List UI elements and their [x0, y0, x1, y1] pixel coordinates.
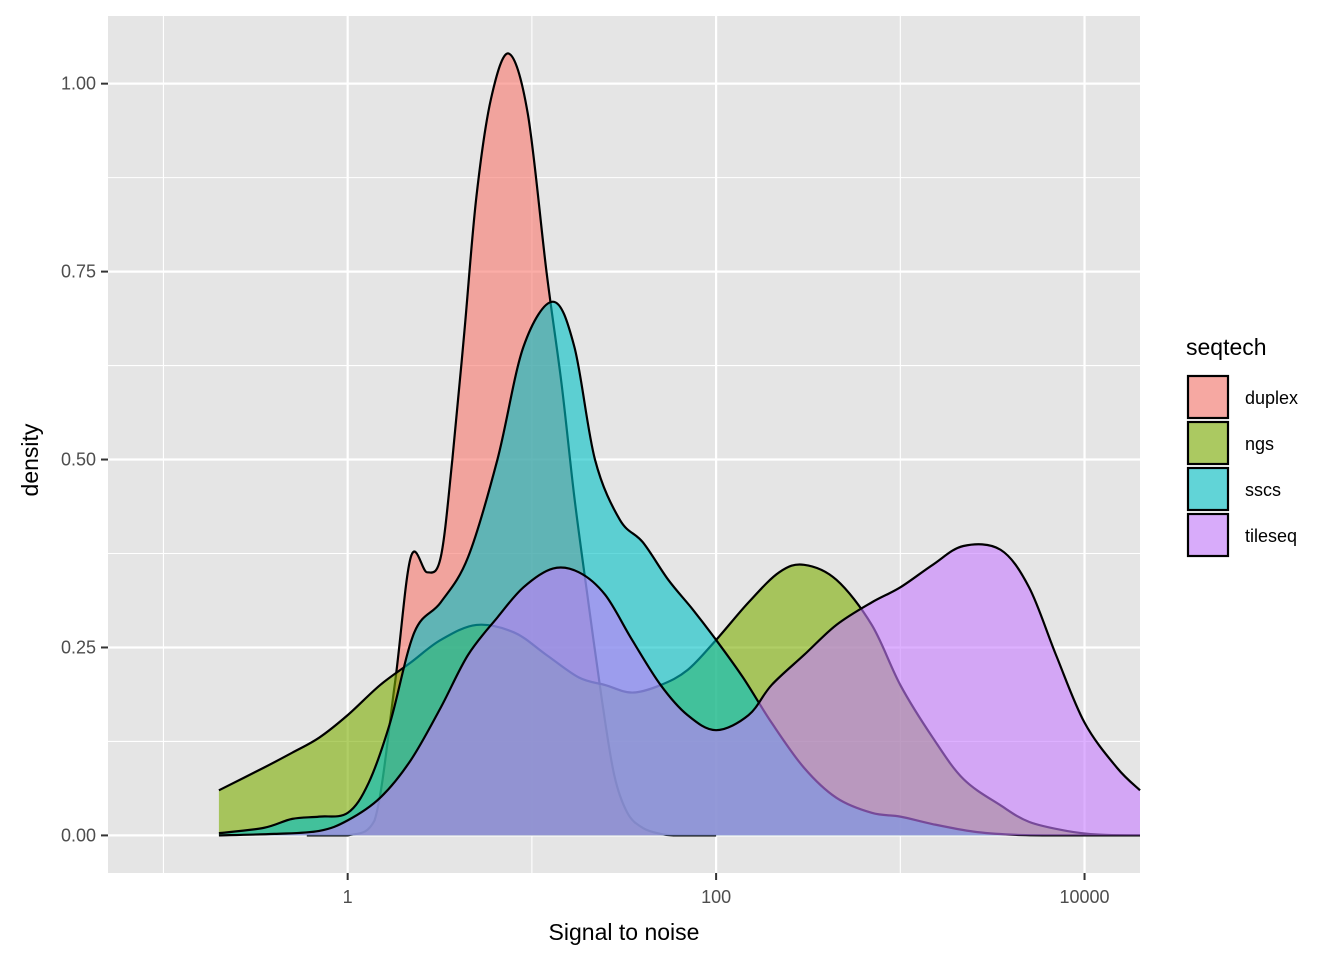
x-axis-title: Signal to noise: [549, 919, 700, 945]
legend-label-duplex: duplex: [1245, 388, 1298, 408]
legend-title: seqtech: [1186, 334, 1267, 360]
legend-key-sscs: [1186, 466, 1230, 512]
y-tick-label: 0.25: [61, 637, 96, 657]
legend-key-duplex: [1186, 374, 1230, 420]
density-line-tileseq: [218, 543, 1141, 837]
x-tick-label: 10000: [1060, 887, 1110, 907]
legend-key-tileseq: [1186, 512, 1230, 558]
legend: seqtech duplex ngs sscs tileseq: [1186, 334, 1298, 558]
x-tick-label: 1: [343, 887, 353, 907]
y-axis-title: density: [17, 423, 43, 496]
y-tick-label: 1.00: [61, 74, 96, 94]
legend-label-ngs: ngs: [1245, 434, 1274, 454]
legend-label-tileseq: tileseq: [1245, 526, 1297, 546]
density-area-tileseq: [218, 544, 1140, 836]
axes: 1 100 10000 0.00 0.25 0.50 0.75 1.00: [61, 74, 1110, 907]
density-series: [218, 52, 1141, 837]
y-tick-label: 0.00: [61, 825, 96, 845]
legend-label-sscs: sscs: [1245, 480, 1281, 500]
y-tick-label: 0.50: [61, 450, 96, 470]
y-tick-label: 0.75: [61, 262, 96, 282]
legend-key-ngs: [1186, 420, 1230, 466]
x-tick-label: 100: [701, 887, 731, 907]
